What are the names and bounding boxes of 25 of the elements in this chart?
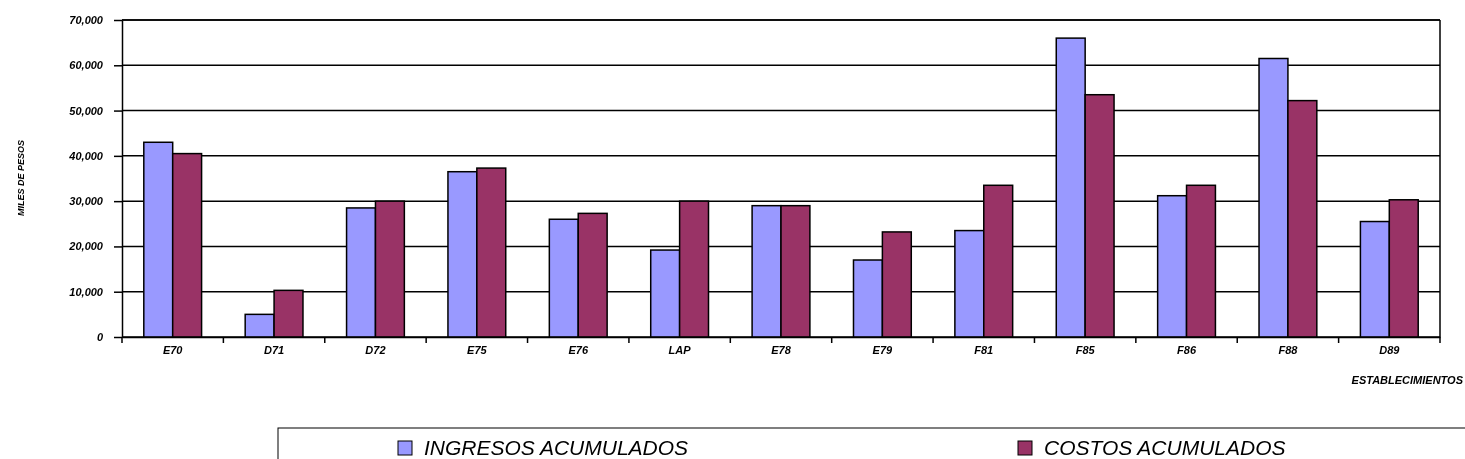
x-tick-label: E76 <box>568 344 589 357</box>
x-tick-label: F85 <box>1075 344 1096 357</box>
legend-label: COSTOS ACUMULADOS <box>1044 436 1286 459</box>
x-tick-label: E70 <box>162 344 184 357</box>
x-tick-label: E75 <box>467 344 488 357</box>
y-tick-label: 70,000 <box>69 14 104 27</box>
x-axis-title: ESTABLECIMIENTOS <box>1351 374 1464 386</box>
y-tick-label: 20,000 <box>68 240 104 253</box>
y-tick-label: 30,000 <box>69 195 104 208</box>
y-tick-label: 60,000 <box>69 59 104 72</box>
x-tick-label: D89 <box>1379 344 1401 357</box>
x-tick-label: F81 <box>974 344 994 357</box>
x-tick-label: D72 <box>365 344 386 357</box>
x-tick-label: F86 <box>1177 344 1197 357</box>
y-tick-label: 0 <box>96 331 104 344</box>
x-tick-label: F88 <box>1278 344 1299 357</box>
y-tick-label: 50,000 <box>69 104 104 117</box>
x-tick-label: D71 <box>263 344 285 357</box>
y-tick-label: 40,000 <box>68 149 104 162</box>
x-tick-label: E79 <box>872 344 894 357</box>
x-tick-label: E78 <box>771 344 792 357</box>
y-axis-title: MILES DE PESOS <box>16 139 26 217</box>
legend-label: INGRESOS ACUMULADOS <box>424 436 689 459</box>
y-tick-label: 10,000 <box>69 285 104 298</box>
x-tick-label: LAP <box>668 344 692 357</box>
